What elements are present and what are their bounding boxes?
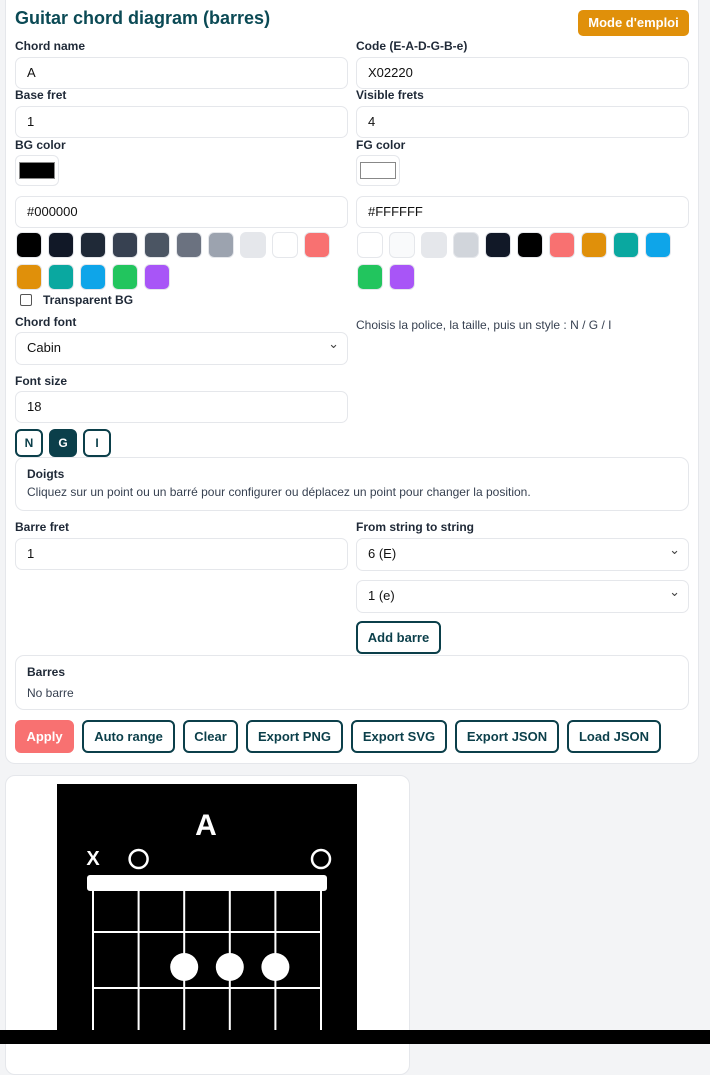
bg-color-picker[interactable] xyxy=(15,155,59,186)
add-barre-button[interactable]: Add barre xyxy=(356,621,441,654)
export-png-button[interactable]: Export PNG xyxy=(246,720,343,753)
diagram-background xyxy=(57,784,357,1044)
fingers-help: Cliquez sur un point ou un barré pour co… xyxy=(27,485,531,499)
base-fret-input[interactable]: 1 xyxy=(15,106,348,138)
color-swatch[interactable] xyxy=(16,264,42,290)
font-hint: Choisis la police, la taille, puis un st… xyxy=(356,318,612,332)
export-json-button[interactable]: Export JSON xyxy=(455,720,559,753)
color-swatch[interactable] xyxy=(645,232,671,258)
diagram-chord-name: A xyxy=(195,809,217,842)
color-swatch[interactable] xyxy=(421,232,447,258)
open-string-marker xyxy=(128,848,149,870)
export-svg-button[interactable]: Export SVG xyxy=(351,720,447,753)
color-swatch[interactable] xyxy=(80,264,106,290)
color-swatch[interactable] xyxy=(272,232,298,258)
color-swatch[interactable] xyxy=(176,232,202,258)
color-swatch[interactable] xyxy=(80,232,106,258)
color-swatch[interactable] xyxy=(240,232,266,258)
barre-fret-input[interactable]: 1 xyxy=(15,538,348,570)
style-bold-button[interactable]: G xyxy=(49,429,77,457)
color-swatch[interactable] xyxy=(16,232,42,258)
color-swatch[interactable] xyxy=(453,232,479,258)
barres-empty-text: No barre xyxy=(27,686,74,700)
visible-frets-input[interactable]: 4 xyxy=(356,106,689,138)
apply-button[interactable]: Apply xyxy=(15,720,74,753)
code-label: Code (E-A-D-G-B-e) xyxy=(356,39,468,53)
font-size-input[interactable]: 18 xyxy=(15,391,348,423)
fg-color-picker[interactable] xyxy=(356,155,400,186)
chord-diagram[interactable]: A X xyxy=(57,784,357,1044)
color-swatch[interactable] xyxy=(613,232,639,258)
finger-dot xyxy=(261,953,290,981)
color-swatch[interactable] xyxy=(357,232,383,258)
barre-fret-label: Barre fret xyxy=(15,520,70,534)
barres-panel: Barres No barre xyxy=(15,655,689,710)
chord-name-label: Chord name xyxy=(15,39,86,53)
color-swatch[interactable] xyxy=(144,264,170,290)
page-title: Guitar chord diagram (barres) xyxy=(15,8,271,28)
color-swatch[interactable] xyxy=(485,232,511,258)
code-input[interactable]: X02220 xyxy=(356,57,689,89)
barres-title: Barres xyxy=(27,665,66,679)
open-string-marker xyxy=(310,848,332,870)
chord-font-label: Chord font xyxy=(15,315,77,329)
chord-name-input[interactable]: A xyxy=(15,57,348,89)
color-swatch[interactable] xyxy=(112,232,138,258)
color-swatch[interactable] xyxy=(48,232,74,258)
font-size-label: Font size xyxy=(15,374,68,388)
style-normal-button[interactable]: N xyxy=(15,429,43,457)
transparent-bg-label: Transparent BG xyxy=(43,293,134,307)
color-swatch[interactable] xyxy=(581,232,607,258)
visible-frets-label: Visible frets xyxy=(356,88,424,102)
bottom-bar xyxy=(0,1030,710,1044)
color-swatch[interactable] xyxy=(48,264,74,290)
to-string-select[interactable]: 1 (e) xyxy=(356,577,689,613)
from-string-select[interactable]: 6 (E) xyxy=(356,535,689,571)
color-swatch[interactable] xyxy=(389,264,415,290)
help-button[interactable]: Mode d'emploi xyxy=(578,10,689,36)
auto-range-button[interactable]: Auto range xyxy=(82,720,175,753)
color-swatch[interactable] xyxy=(389,232,415,258)
clear-button[interactable]: Clear xyxy=(183,720,238,753)
color-swatch[interactable] xyxy=(549,232,575,258)
fg-color-label: FG color xyxy=(356,138,406,152)
muted-string-marker: X xyxy=(86,848,100,870)
load-json-button[interactable]: Load JSON xyxy=(567,720,661,753)
color-swatch[interactable] xyxy=(144,232,170,258)
chord-font-select[interactable]: Cabin xyxy=(15,329,348,365)
color-swatch[interactable] xyxy=(517,232,543,258)
nut xyxy=(87,875,327,891)
color-swatch[interactable] xyxy=(112,264,138,290)
transparent-bg-checkbox[interactable] xyxy=(20,294,32,306)
bg-hex-input[interactable]: #000000 xyxy=(15,196,348,228)
from-string-label: From string to string xyxy=(356,520,474,534)
finger-dot xyxy=(215,953,244,981)
color-swatch[interactable] xyxy=(208,232,234,258)
color-swatch[interactable] xyxy=(357,264,383,290)
finger-dot xyxy=(170,953,199,981)
fg-hex-input[interactable]: #FFFFFF xyxy=(356,196,689,228)
bg-color-label: BG color xyxy=(15,138,66,152)
fingers-panel: Doigts Cliquez sur un point ou un barré … xyxy=(15,457,689,511)
color-swatch[interactable] xyxy=(304,232,330,258)
style-italic-button[interactable]: I xyxy=(83,429,111,457)
base-fret-label: Base fret xyxy=(15,88,67,102)
fingers-title: Doigts xyxy=(27,467,65,481)
